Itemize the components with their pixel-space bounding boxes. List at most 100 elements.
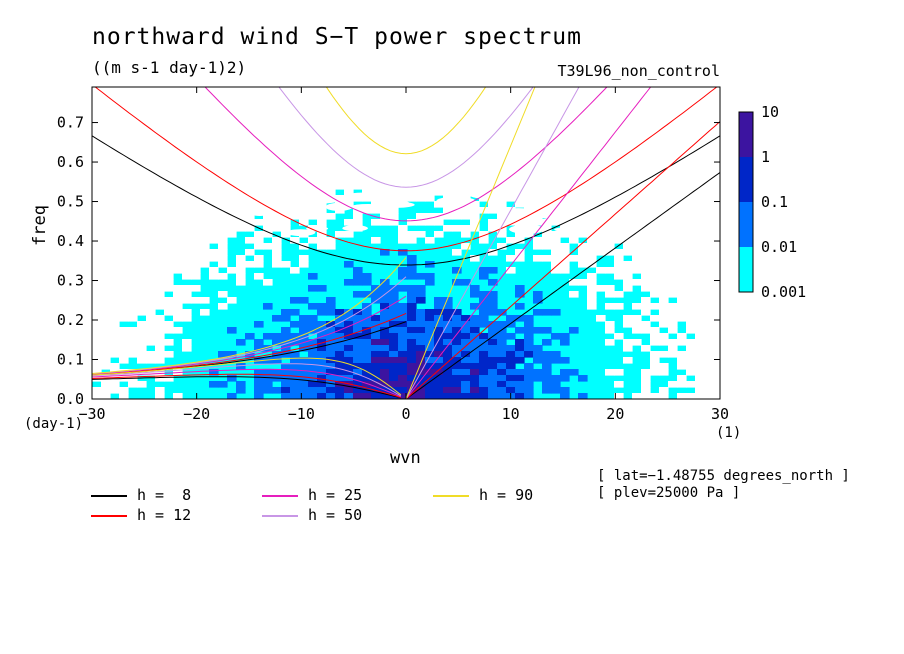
legend-item-h8: h = 8 [91, 486, 221, 506]
field-cell [92, 219, 102, 226]
field-cell [299, 99, 309, 106]
field-cell [344, 333, 354, 340]
field-cell [389, 351, 399, 358]
field-cell [407, 375, 417, 382]
field-cell [101, 123, 111, 130]
field-cell [344, 327, 354, 334]
field-cell [371, 333, 381, 340]
field-cell [542, 327, 552, 334]
field-cell [443, 333, 453, 340]
field-cell [344, 123, 354, 130]
field-cell [362, 147, 372, 154]
field-cell [623, 231, 633, 238]
field-cell [659, 363, 669, 370]
field-cell [263, 219, 273, 226]
field-cell [533, 243, 543, 250]
field-cell [632, 207, 642, 214]
field-cell [515, 189, 525, 196]
field-cell [344, 129, 354, 136]
field-cell [380, 363, 390, 370]
field-cell [614, 255, 624, 262]
field-cell [641, 87, 651, 94]
field-cell [110, 297, 120, 304]
field-cell [398, 333, 408, 340]
field-cell [668, 177, 678, 184]
field-cell [119, 309, 129, 316]
field-cell [407, 135, 417, 142]
field-cell [407, 303, 417, 310]
field-cell [101, 351, 111, 358]
field-cell [623, 129, 633, 136]
field-cell [326, 159, 336, 166]
field-cell [317, 351, 327, 358]
field-cell [218, 177, 228, 184]
field-cell [488, 363, 498, 370]
field-cell [128, 213, 138, 220]
field-cell [362, 189, 372, 196]
field-patch [400, 181, 434, 187]
field-cell [407, 333, 417, 340]
field-cell [695, 381, 705, 388]
field-cell [137, 249, 147, 256]
field-cell [542, 231, 552, 238]
field-cell [497, 333, 507, 340]
field-cell [569, 87, 579, 94]
field-cell [632, 393, 642, 399]
field-cell [632, 87, 642, 94]
field-cell [659, 225, 669, 232]
field-cell [101, 111, 111, 118]
field-cell [173, 105, 183, 112]
field-cell [623, 195, 633, 202]
field-cell [164, 339, 174, 346]
field-cell [425, 135, 435, 142]
field-cell [326, 153, 336, 160]
field-cell [443, 303, 453, 310]
field-cell [668, 123, 678, 130]
field-cell [461, 315, 471, 322]
field-cell [470, 369, 480, 376]
field-cell [542, 225, 552, 232]
field-cell [263, 123, 273, 130]
field-cell [470, 123, 480, 130]
field-cell [443, 381, 453, 388]
field-cell [416, 387, 426, 394]
field-cell [119, 357, 129, 364]
field-cell [515, 291, 525, 298]
field-cell [380, 129, 390, 136]
field-patch [418, 93, 444, 101]
field-cell [209, 177, 219, 184]
field-cell [344, 153, 354, 160]
field-cell [659, 387, 669, 394]
field-cell [128, 303, 138, 310]
field-cell [695, 237, 705, 244]
field-cell [551, 93, 561, 100]
field-cell [110, 237, 120, 244]
field-cell [101, 261, 111, 268]
field-cell [524, 105, 534, 112]
field-cell [119, 183, 129, 190]
field-patch [539, 177, 571, 188]
field-cell [677, 297, 687, 304]
field-cell [389, 303, 399, 310]
field-cell [254, 219, 264, 226]
field-cell [299, 135, 309, 142]
field-cell [299, 315, 309, 322]
field-cell [92, 243, 102, 250]
field-cell [425, 99, 435, 106]
field-cell [272, 387, 282, 394]
field-cell [479, 231, 489, 238]
field-cell [587, 243, 597, 250]
field-cell [623, 219, 633, 226]
field-patch [426, 173, 450, 184]
field-cell [677, 135, 687, 142]
field-cell [569, 123, 579, 130]
field-cell [524, 333, 534, 340]
field-cell [380, 135, 390, 142]
field-cell [236, 273, 246, 280]
field-cell [164, 189, 174, 196]
field-cell [686, 267, 696, 274]
field-cell [497, 177, 507, 184]
field-cell [362, 207, 372, 214]
field-cell [416, 99, 426, 106]
field-cell [380, 207, 390, 214]
